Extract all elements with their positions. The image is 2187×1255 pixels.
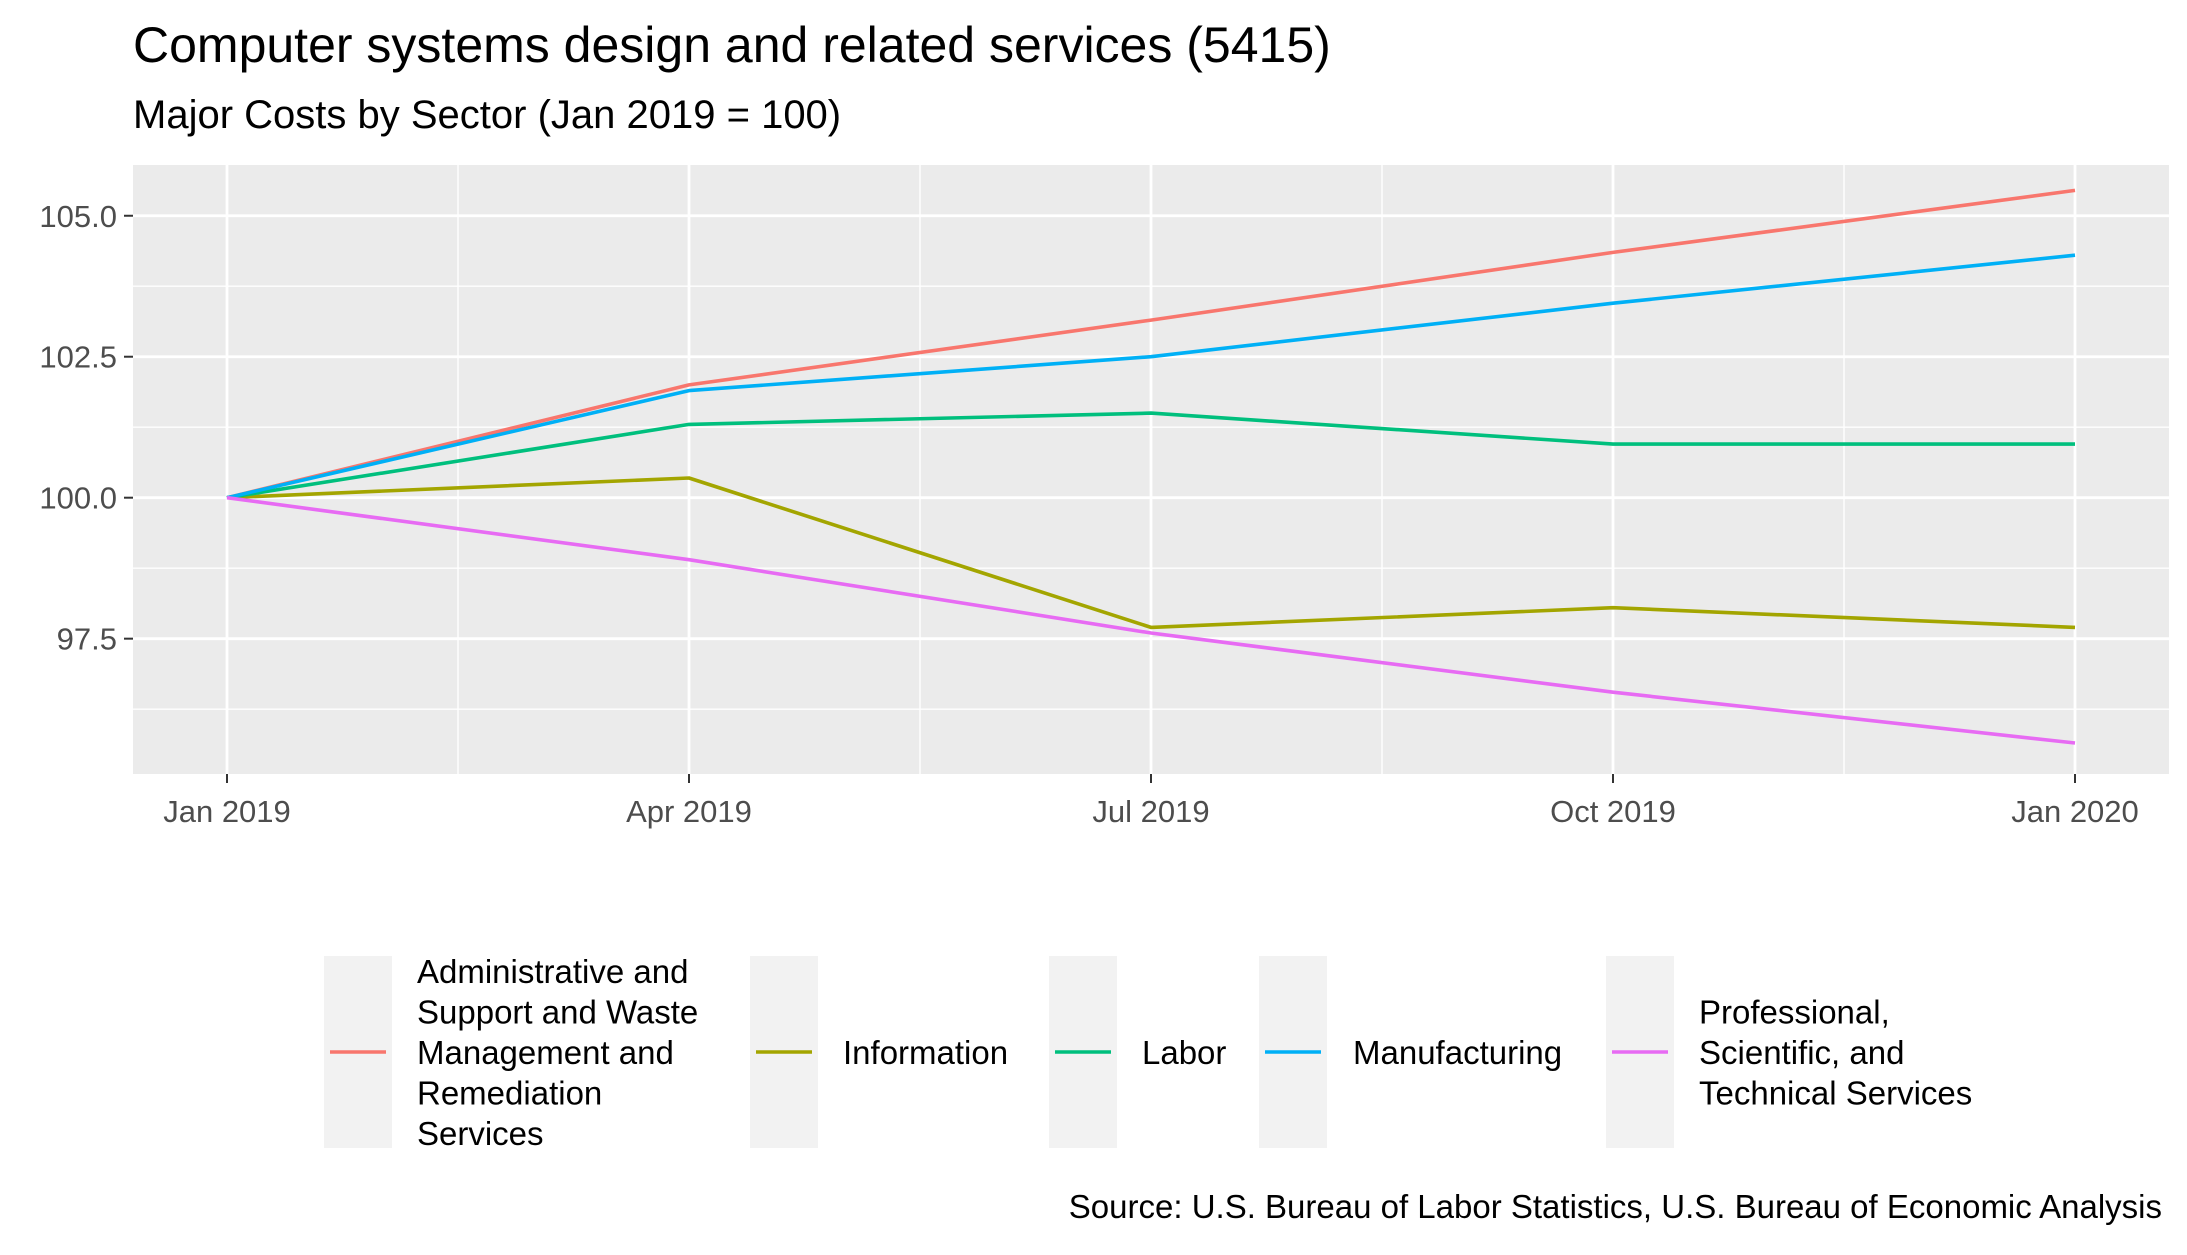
chart-caption: Source: U.S. Bureau of Labor Statistics,… [1069, 1188, 2162, 1225]
chart-subtitle: Major Costs by Sector (Jan 2019 = 100) [133, 93, 841, 137]
series-lines [226, 188, 2076, 745]
legend-item: Information [750, 956, 1008, 1148]
legend-label: Labor [1142, 1034, 1226, 1071]
legend-label: Administrative and Support and Waste Manag… [417, 953, 698, 1152]
x-tick-label: Jan 2020 [2011, 794, 2139, 829]
x-axis: Jan 2019 Apr 2019 Jul 2019 Oct 2019 Jan 2020 [163, 774, 2139, 829]
legend-item: Professional, Scientific, and Technical Se… [1606, 956, 1972, 1148]
series-line [226, 495, 2076, 745]
legend-item: Manufacturing [1259, 956, 1562, 1148]
x-tick-label: Jul 2019 [1092, 794, 1209, 829]
legend-item: Administrative and Support and Waste Manag… [324, 953, 698, 1152]
legend: Administrative and Support and Waste Manag… [324, 953, 1972, 1152]
x-tick-label: Oct 2019 [1550, 794, 1676, 829]
legend-item: Labor [1049, 956, 1226, 1148]
legend-label: Professional, Scientific, and Technical Se… [1699, 994, 1972, 1112]
series-line [226, 411, 2075, 500]
series-line [226, 476, 2076, 630]
x-tick-label: Apr 2019 [626, 794, 752, 829]
y-tick-label: 105.0 [39, 199, 117, 234]
series-line [226, 188, 2076, 500]
y-axis: 97.5 100.0 102.5 105.0 [39, 199, 133, 657]
chart-title: Computer systems design and related serv… [133, 17, 1331, 73]
series-line [226, 253, 2076, 500]
legend-label: Information [843, 1034, 1008, 1071]
y-tick-label: 97.5 [57, 622, 117, 657]
x-tick-label: Jan 2019 [163, 794, 291, 829]
y-tick-label: 102.5 [39, 340, 117, 375]
y-tick-label: 100.0 [39, 481, 117, 516]
legend-label: Manufacturing [1353, 1034, 1562, 1071]
